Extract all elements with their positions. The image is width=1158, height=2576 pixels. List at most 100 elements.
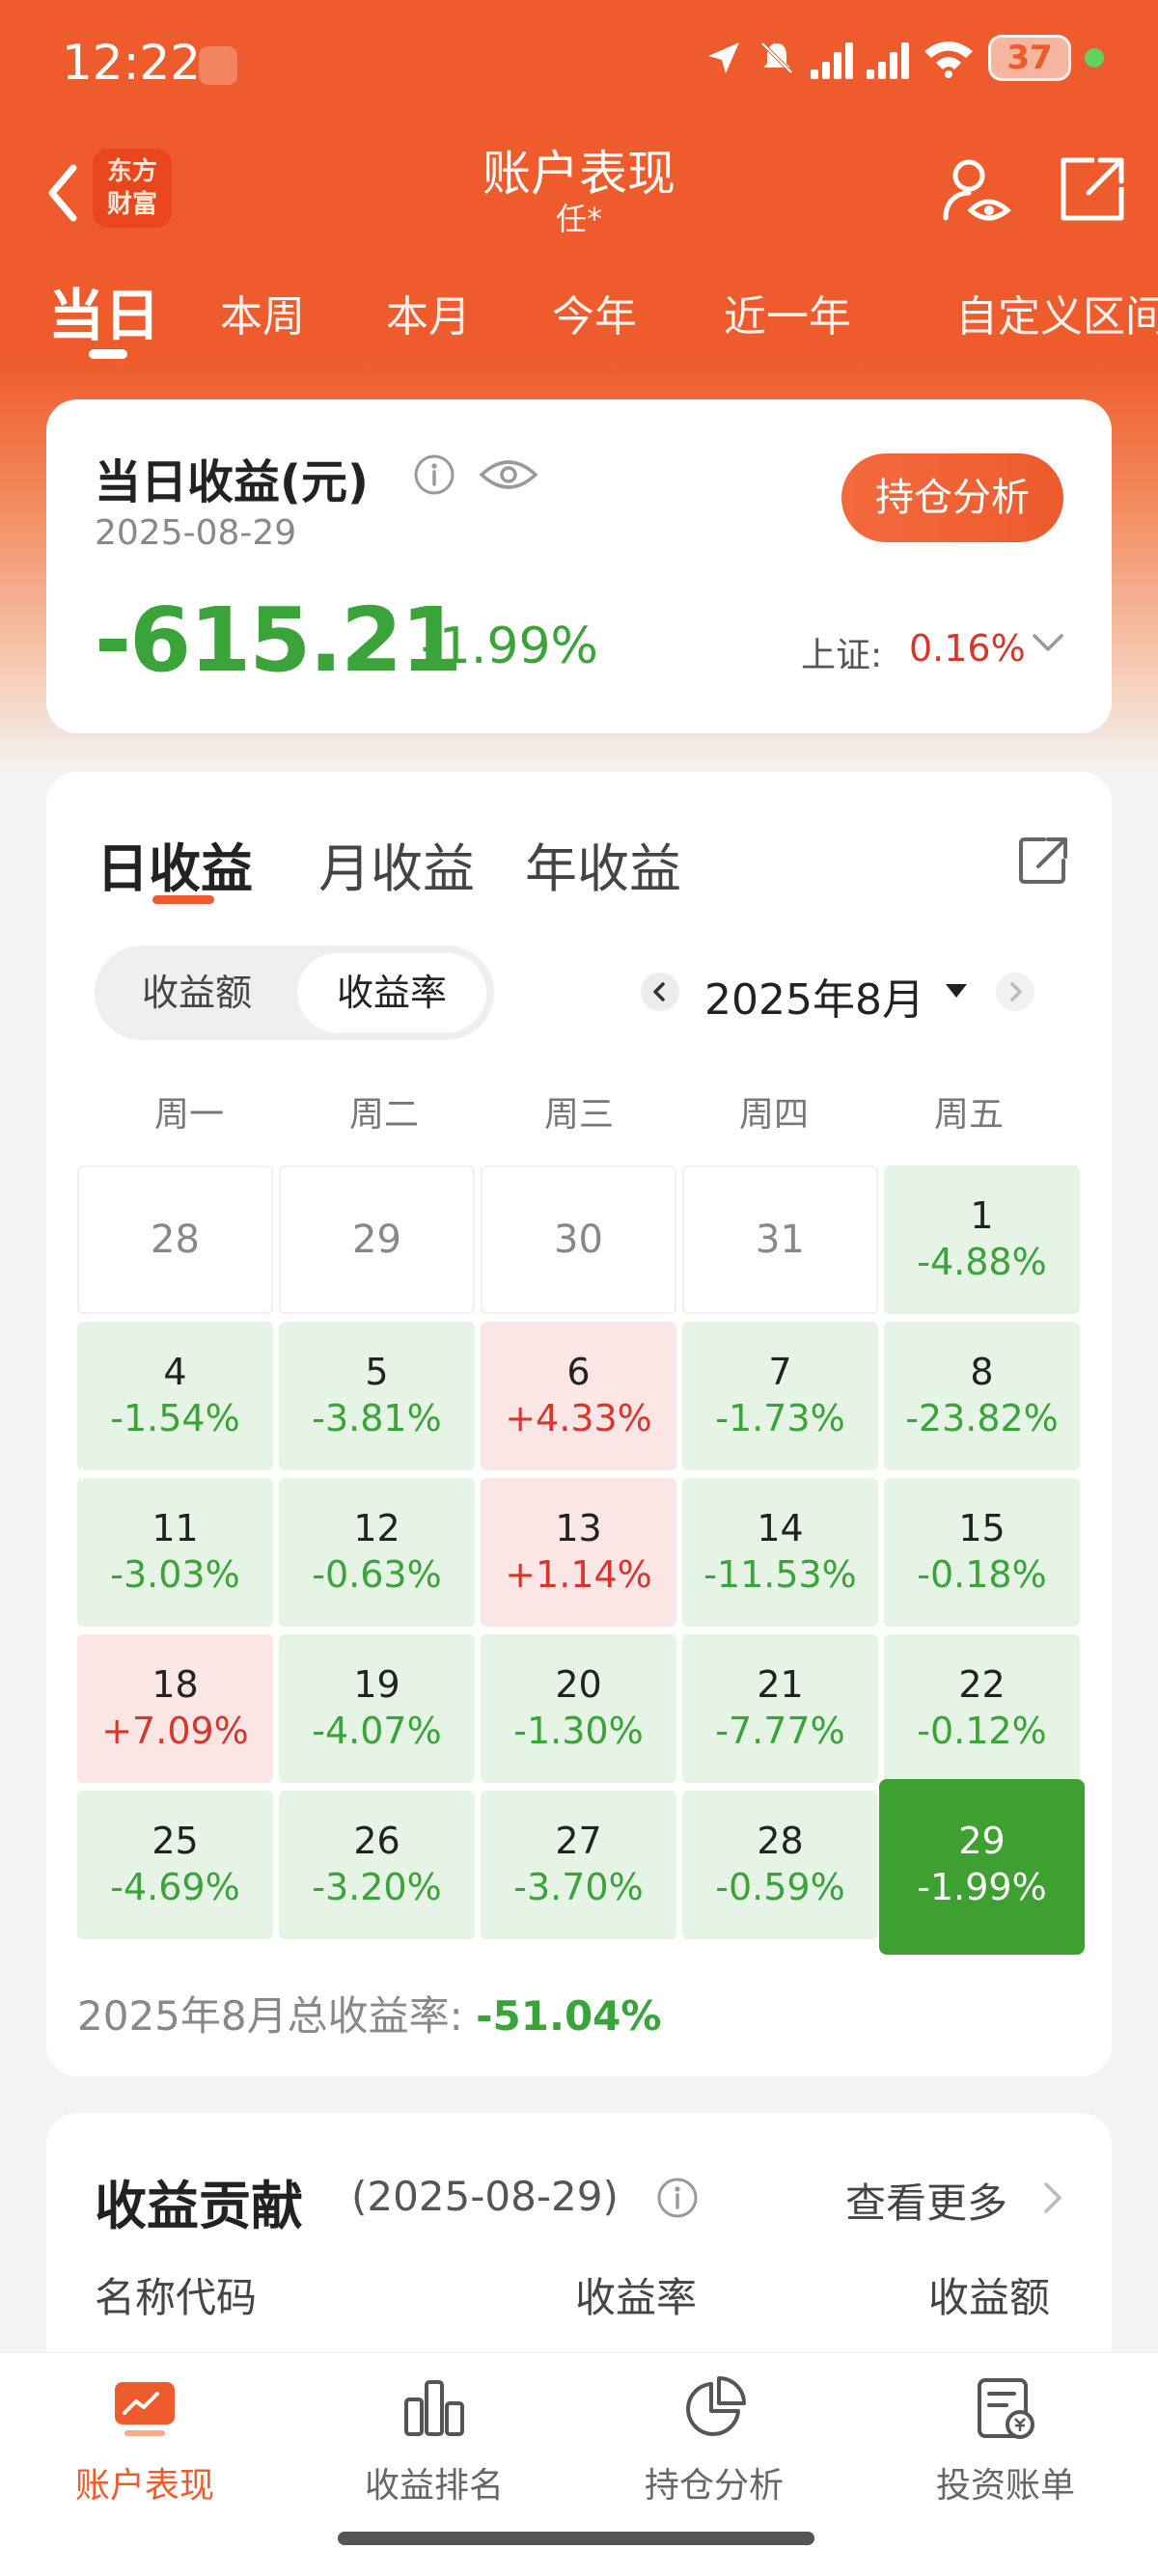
- period-tabs: 当日 本周 本月 今年 近一年 自定义区间: [0, 260, 1158, 367]
- cell-return-rate: -0.59%: [715, 1866, 845, 1908]
- cell-return-rate: +7.09%: [101, 1710, 249, 1752]
- calendar-day-cell[interactable]: 12 -0.63%: [279, 1478, 475, 1627]
- cell-day: 29: [352, 1218, 401, 1262]
- tab-monthly-returns[interactable]: 月收益: [318, 838, 475, 899]
- bill-icon: [978, 2378, 1034, 2439]
- calendar-day-cell[interactable]: 11 -3.03%: [77, 1478, 273, 1627]
- calendar-day-cell[interactable]: 29 -1.99%: [879, 1779, 1085, 1955]
- position-analysis-button[interactable]: 持仓分析: [841, 453, 1063, 542]
- cell-return-rate: +1.14%: [505, 1553, 652, 1596]
- calendar-day-cell[interactable]: 8 -23.82%: [884, 1322, 1080, 1470]
- cell-day: 25: [152, 1820, 199, 1862]
- mode-rate[interactable]: 收益率: [297, 953, 486, 1032]
- today-pnl-card: 当日收益(元) 2025-08-29 持仓分析 -615.21 -1.99% 上…: [46, 399, 1112, 733]
- nav-account-performance[interactable]: 账户表现: [0, 2374, 290, 2507]
- col-return-rate: 收益率: [575, 2274, 698, 2321]
- caret-down-icon[interactable]: [946, 984, 967, 998]
- calendar-day-cell[interactable]: 21 -7.77%: [682, 1634, 878, 1783]
- page-title: 账户表现: [482, 146, 676, 202]
- mute-bell-icon: [760, 41, 793, 74]
- status-icons: 37: [704, 35, 1104, 81]
- cell-day: 4: [163, 1351, 187, 1393]
- info-icon[interactable]: [413, 453, 455, 496]
- next-month-button[interactable]: [996, 973, 1034, 1011]
- cell-return-rate: -1.30%: [513, 1710, 644, 1752]
- calendar-day-cell[interactable]: 27 -3.70%: [481, 1791, 676, 1939]
- back-button[interactable]: [35, 154, 93, 232]
- cell-return-rate: -1.73%: [715, 1397, 845, 1439]
- app-notification-icon: [199, 46, 237, 85]
- cell-day: 31: [756, 1218, 805, 1262]
- tab-today[interactable]: 当日: [48, 283, 161, 348]
- calendar-day-cell[interactable]: 18 +7.09%: [77, 1634, 273, 1783]
- month-total-label: 2025年8月总收益率:: [77, 1992, 463, 2040]
- tab-last-year[interactable]: 近一年: [724, 292, 851, 342]
- tab-custom-range[interactable]: 自定义区间: [955, 292, 1158, 342]
- cell-return-rate: -1.54%: [110, 1397, 240, 1439]
- cell-return-rate: -0.12%: [917, 1710, 1047, 1752]
- tab-this-week[interactable]: 本周: [220, 292, 305, 342]
- tab-daily-returns[interactable]: 日收益: [96, 838, 253, 899]
- weekday-label: 周二: [348, 1095, 419, 1135]
- chevron-down-icon[interactable]: [1029, 623, 1067, 662]
- tab-this-year[interactable]: 今年: [552, 292, 637, 342]
- view-more-link[interactable]: 查看更多: [845, 2179, 1008, 2227]
- tab-indicator: [89, 349, 127, 359]
- calendar-day-cell[interactable]: 28 -0.59%: [682, 1791, 878, 1939]
- cell-day: 14: [757, 1507, 804, 1549]
- calendar-day-cell[interactable]: 14 -11.53%: [682, 1478, 878, 1627]
- share-icon[interactable]: [1056, 152, 1129, 226]
- calendar-day-cell[interactable]: 19 -4.07%: [279, 1634, 475, 1783]
- calendar-day-cell[interactable]: 22 -0.12%: [884, 1634, 1080, 1783]
- wifi-icon: [924, 41, 973, 78]
- status-time: 12:22: [62, 35, 202, 91]
- calendar-day-cell[interactable]: 20 -1.30%: [481, 1634, 676, 1783]
- calendar-day-cell[interactable]: 4 -1.54%: [77, 1322, 273, 1470]
- mode-amount[interactable]: 收益额: [141, 972, 252, 1014]
- calendar-day-cell: 31: [682, 1165, 878, 1314]
- nav-position-analysis[interactable]: 持仓分析: [569, 2374, 859, 2507]
- cell-day: 12: [353, 1507, 400, 1549]
- calendar-day-cell[interactable]: 7 -1.73%: [682, 1322, 878, 1470]
- chart-card-icon: [115, 2382, 175, 2436]
- eye-icon[interactable]: [479, 453, 538, 496]
- today-pnl-amount: -615.21: [95, 589, 462, 692]
- calendar-day-cell[interactable]: 6 +4.33%: [481, 1322, 676, 1470]
- calendar-day-cell[interactable]: 1 -4.88%: [884, 1165, 1080, 1314]
- chevron-right-icon[interactable]: [1038, 2179, 1067, 2217]
- contribution-date: (2025-08-29): [351, 2173, 619, 2220]
- calendar-day-cell[interactable]: 15 -0.18%: [884, 1478, 1080, 1627]
- cell-day: 26: [353, 1820, 400, 1862]
- nav-return-ranking[interactable]: 收益排名: [290, 2374, 579, 2507]
- returns-calendar-card: 日收益 月收益 年收益 收益额 收益率 2025年8月 周一 周二 周三 周四 周五 2…: [46, 772, 1112, 2076]
- brand-line2: 财富: [106, 190, 157, 219]
- home-indicator[interactable]: [338, 2532, 814, 2545]
- contribution-info-icon[interactable]: [656, 2177, 699, 2219]
- calendar-day-cell[interactable]: 5 -3.81%: [279, 1322, 475, 1470]
- cell-day: 6: [566, 1351, 591, 1393]
- cell-day: 27: [555, 1820, 602, 1862]
- user-privacy-icon[interactable]: [938, 152, 1015, 230]
- tab-yearly-returns[interactable]: 年收益: [525, 838, 681, 899]
- calendar-day-cell[interactable]: 25 -4.69%: [77, 1791, 273, 1939]
- brand-line1: 东方: [106, 157, 157, 186]
- calendar-day-cell[interactable]: 13 +1.14%: [481, 1478, 676, 1627]
- calendar-day-cell[interactable]: 26 -3.20%: [279, 1791, 475, 1939]
- tab-this-month[interactable]: 本月: [386, 292, 471, 342]
- month-selector[interactable]: 2025年8月: [704, 975, 924, 1025]
- calendar-day-cell: 29: [279, 1165, 475, 1314]
- cell-day: 5: [365, 1351, 389, 1393]
- cell-day: 7: [768, 1351, 792, 1393]
- cell-return-rate: -3.81%: [312, 1397, 442, 1439]
- cell-return-rate: -3.70%: [513, 1866, 644, 1908]
- cell-day: 13: [555, 1507, 602, 1549]
- prev-month-button[interactable]: [641, 973, 679, 1011]
- export-icon[interactable]: [1015, 832, 1071, 888]
- today-pnl-rate: -1.99%: [421, 617, 598, 675]
- nav-investment-bill[interactable]: 投资账单: [861, 2374, 1150, 2507]
- cell-day: 8: [970, 1351, 994, 1393]
- index-value: 0.16%: [909, 627, 1026, 670]
- cell-day: 18: [152, 1663, 199, 1706]
- cell-return-rate: -4.07%: [312, 1710, 442, 1752]
- cell-day: 29: [958, 1820, 1006, 1862]
